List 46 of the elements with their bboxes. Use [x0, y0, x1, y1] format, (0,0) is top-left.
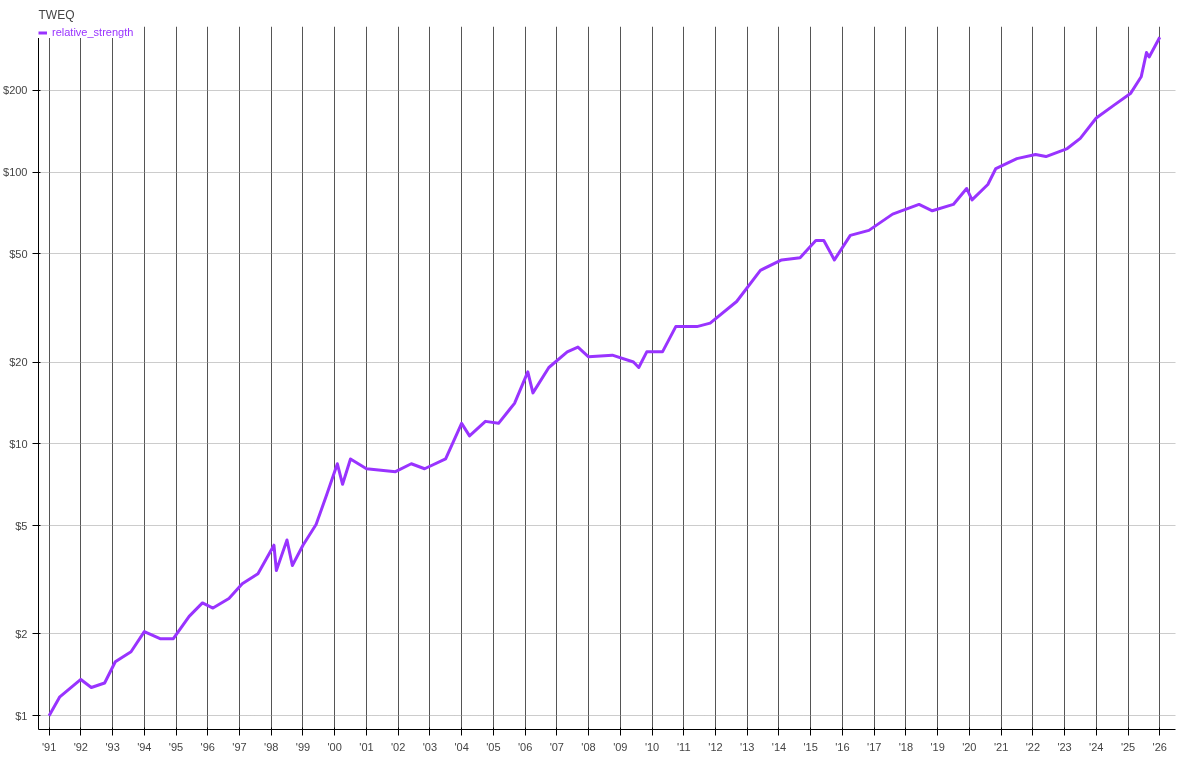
- y-tick-label: $20: [9, 356, 28, 369]
- x-tick-label: '19: [930, 740, 945, 753]
- x-tick-label: '11: [677, 740, 691, 753]
- text: relative_strength: [52, 26, 134, 38]
- x-tick-label: '02: [391, 740, 406, 753]
- y-tick-label: $5: [15, 519, 28, 532]
- x-tick-label: '10: [644, 740, 660, 753]
- x-tick-label: '12: [708, 740, 723, 753]
- x-tick-label: '21: [993, 740, 1009, 753]
- x-tick-label: '15: [803, 740, 818, 753]
- x-tick-label: '17: [867, 740, 882, 753]
- x-tick-label: '91: [41, 740, 57, 753]
- x-tick-label: '95: [168, 740, 184, 753]
- x-tick-label: '20: [962, 740, 977, 753]
- x-tick-label: '97: [232, 740, 247, 753]
- x-tick-label: '23: [1057, 740, 1072, 753]
- x-tick-label: '04: [454, 740, 469, 753]
- x-tick-label: '96: [200, 740, 215, 753]
- x-tick-label: '05: [486, 740, 501, 753]
- x-tick-label: '24: [1089, 740, 1104, 753]
- x-tick-label: '09: [613, 740, 628, 753]
- y-tick-label: $2: [15, 627, 28, 640]
- y-tick-label: $1: [15, 709, 28, 722]
- x-tick-label: '03: [422, 740, 438, 753]
- x-tick-label: '06: [517, 740, 533, 753]
- x-tick-label: '07: [549, 740, 564, 753]
- x-tick-label: '93: [105, 740, 120, 753]
- x-tick-label: '22: [1025, 740, 1041, 753]
- x-tick-label: '98: [264, 740, 279, 753]
- x-tick-label: '14: [771, 740, 787, 753]
- x-tick-label: '01: [359, 740, 374, 753]
- y-tick-label: $100: [3, 166, 28, 179]
- x-tick-label: '94: [137, 740, 152, 753]
- x-tick-label: '00: [327, 740, 342, 753]
- y-tick-label: $10: [9, 437, 28, 450]
- x-tick-label: '26: [1152, 740, 1167, 753]
- x-tick-label: '25: [1120, 740, 1136, 753]
- y-tick-label: $200: [3, 84, 28, 97]
- x-tick-label: '13: [740, 740, 755, 753]
- chart-title: TWEQ: [38, 7, 75, 22]
- x-tick-label: '16: [835, 740, 850, 753]
- x-tick-label: '92: [73, 740, 88, 753]
- x-tick-label: '18: [898, 740, 914, 753]
- x-tick-label: '99: [295, 740, 311, 753]
- x-tick-label: '08: [581, 740, 596, 753]
- y-tick-label: $50: [9, 247, 28, 260]
